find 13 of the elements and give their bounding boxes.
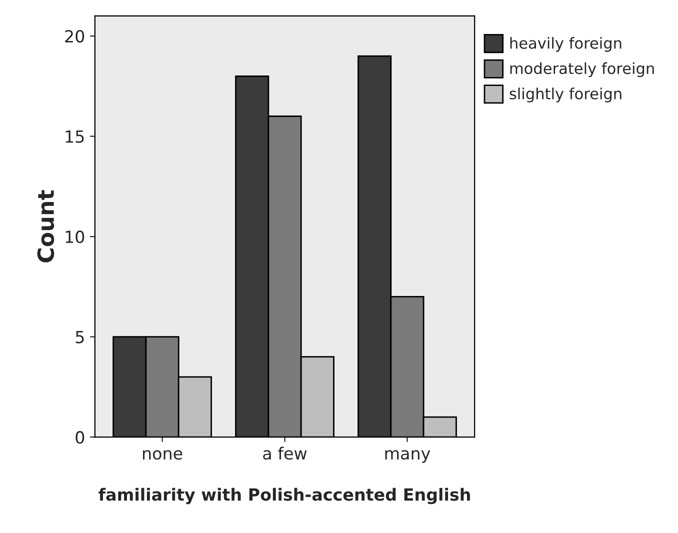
legend-label: moderately foreign [510,62,654,78]
y-axis-title: Count [37,190,54,262]
y-tick-label: 10 [66,230,84,244]
x-tick-label: many [385,450,430,463]
y-tick-label: 5 [76,330,84,344]
x-axis-title: familiarity with Polish-accented English [98,488,470,504]
y-tick-label: 15 [66,130,84,143]
y-tick-label: 20 [65,30,84,43]
y-tick-label: 0 [76,431,84,444]
x-tick-label: a few [263,446,307,460]
x-tick-label: none [143,450,182,460]
legend-label: slightly foreign [510,88,622,102]
legend-label: heavily foreign [510,37,622,52]
